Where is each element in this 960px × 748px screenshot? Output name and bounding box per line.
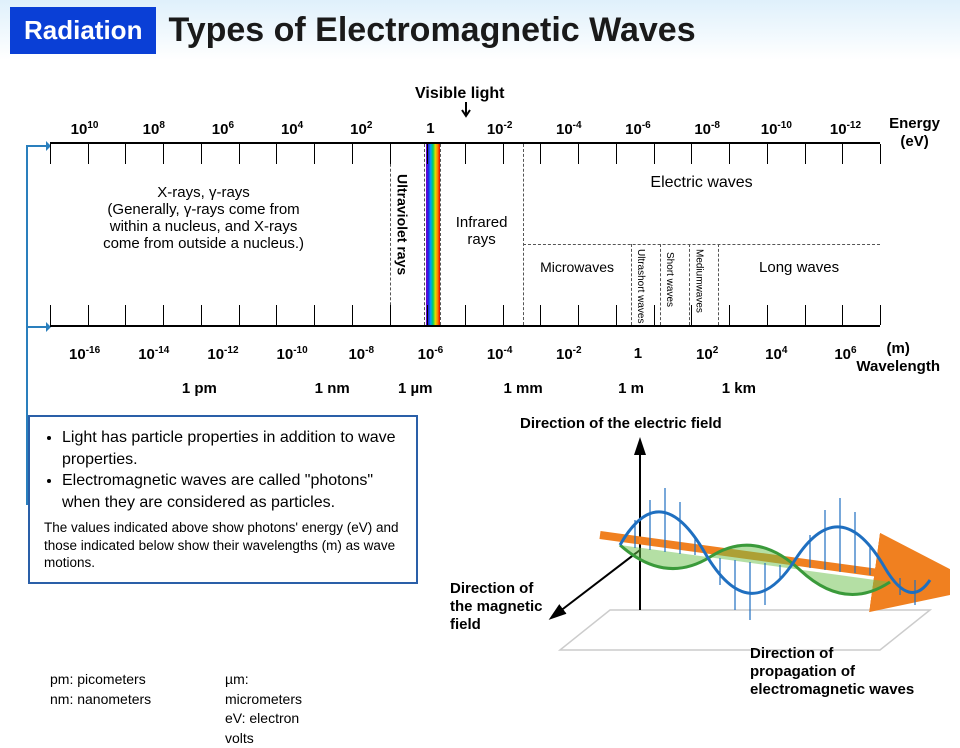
energy-arrow-icon <box>26 145 48 147</box>
visible-rainbow <box>426 144 440 325</box>
prop-label: Direction ofpropagation ofelectromagneti… <box>750 645 914 699</box>
short-region: Short waves <box>664 252 675 307</box>
energy-axis-label: Energy(eV) <box>889 115 940 151</box>
bfield-label: Direction ofthe magneticfield <box>450 580 543 634</box>
xray-region: X-rays, γ-rays (Generally, γ-rays come f… <box>50 184 357 252</box>
ir-region: Infraredrays <box>440 214 523 248</box>
unit-legend: pm: picometers nm: nanometers µm: microm… <box>50 670 151 709</box>
info-box: Light has particle properties in additio… <box>28 415 418 584</box>
wave-diagram: Direction of the electric field Directio… <box>460 420 950 710</box>
medium-region: Mediumwaves <box>693 249 704 313</box>
uv-region: Ultraviolet rays <box>394 174 410 275</box>
page-title: Types of Electromagnetic Waves <box>168 11 695 50</box>
visible-light-label: Visible light <box>415 85 505 103</box>
wavelength-scale: 10-1610-1410-1210-1010-810-610-410-21102… <box>50 345 880 365</box>
spectrum-band: X-rays, γ-rays (Generally, γ-rays come f… <box>50 142 880 327</box>
ultrashort-region: Ultrashort waves <box>635 249 646 323</box>
info-li1: Light has particle properties in additio… <box>62 427 402 470</box>
header-badge: Radiation <box>10 7 156 54</box>
microwave-region: Microwaves <box>523 259 631 275</box>
efield-label: Direction of the electric field <box>520 415 722 433</box>
energy-scale: 1010108106104102110-210-410-610-810-1010… <box>50 120 880 140</box>
long-region: Long waves <box>718 259 880 276</box>
electric-region: Electric waves <box>523 174 880 192</box>
visible-arrow-icon <box>460 102 472 120</box>
info-li2: Electromagnetic waves are called "photon… <box>62 470 402 513</box>
wavelength-arrow-icon <box>26 326 48 328</box>
info-small: The values indicated above show photons'… <box>44 519 402 572</box>
